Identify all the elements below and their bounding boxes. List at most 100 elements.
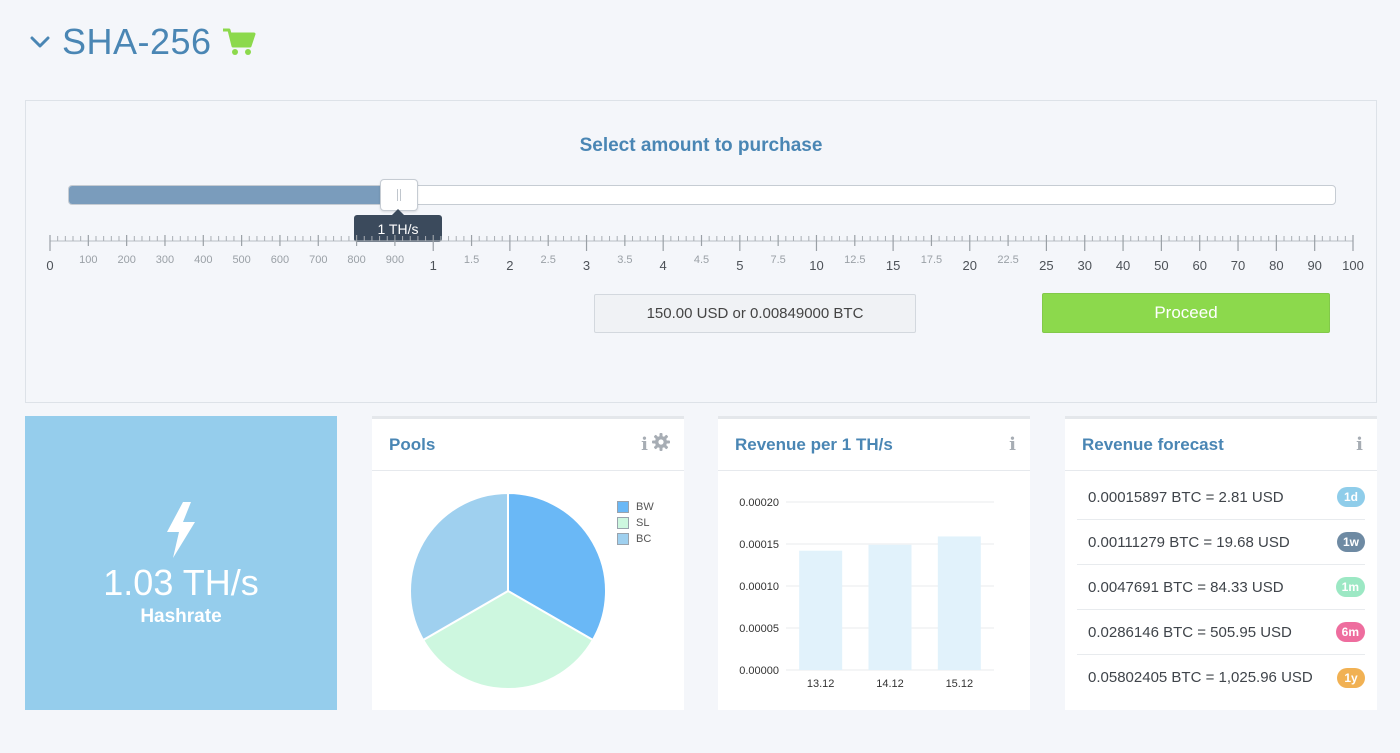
legend-item: BW <box>617 499 654 515</box>
purchase-panel: Select amount to purchase 1 TH/s 0 100 200… <box>25 100 1377 403</box>
info-icon[interactable]: i <box>1009 434 1016 455</box>
hashrate-label: Hashrate <box>140 606 222 627</box>
ruler-tick-label: 1 <box>430 258 437 273</box>
forecast-value: 0.0286146 BTC = 505.95 USD <box>1088 623 1292 641</box>
forecast-row: 0.0286146 BTC = 505.95 USD 6m <box>1077 610 1365 655</box>
ruler-tick-label: 15 <box>886 258 900 273</box>
ruler-tick-label: 7.5 <box>770 254 785 266</box>
y-tick-label: 0.00010 <box>739 581 779 593</box>
ruler-tick-label: 17.5 <box>921 254 942 266</box>
period-badge: 1w <box>1336 532 1365 552</box>
chevron-down-icon[interactable] <box>30 31 52 53</box>
forecast-row: 0.00111279 BTC = 19.68 USD 1w <box>1077 520 1365 565</box>
ruler-tick-label: 700 <box>309 254 327 266</box>
page-title: SHA-256 <box>62 21 212 62</box>
y-tick-label: 0.00000 <box>739 665 779 677</box>
ruler-tick-label: 4 <box>660 258 667 273</box>
ruler-tick-label: 2 <box>506 258 513 273</box>
price-display: 150.00 USD or 0.00849000 BTC <box>594 294 916 333</box>
period-badge: 1m <box>1335 577 1365 597</box>
ruler-tick-label: 20 <box>963 258 977 273</box>
y-tick-label: 0.00005 <box>739 623 779 635</box>
amount-ruler: 0 100 200 300 400 500 600 700 800 900 1 1.5 2 2.5 3 3.5… <box>46 235 1364 273</box>
ruler-tick-label: 25 <box>1039 258 1053 273</box>
ruler-tick-label: 300 <box>156 254 174 266</box>
x-tick-label: 13.12 <box>807 678 835 690</box>
forecast-value: 0.0047691 BTC = 84.33 USD <box>1088 578 1284 596</box>
ruler-tick-label: 5 <box>736 258 743 273</box>
ruler-tick-label: 30 <box>1078 258 1092 273</box>
forecast-row: 0.00015897 BTC = 2.81 USD 1d <box>1077 475 1365 520</box>
y-tick-label: 0.00015 <box>739 539 779 551</box>
pie-slice-bw <box>507 491 607 642</box>
pie-slice-bc <box>409 491 509 642</box>
slider-handle[interactable] <box>380 179 418 211</box>
ruler-tick-label: 100 <box>79 254 97 266</box>
pools-legend: BW SL BC <box>617 499 654 547</box>
ruler-tick-label: 900 <box>386 254 404 266</box>
proceed-button[interactable]: Proceed <box>1042 293 1330 333</box>
ruler-tick-label: 1.5 <box>464 254 479 266</box>
forecast-row: 0.0047691 BTC = 84.33 USD 1m <box>1077 565 1365 610</box>
x-tick-label: 15.12 <box>946 678 974 690</box>
ruler-tick-label: 22.5 <box>997 254 1018 266</box>
ruler-tick-label: 40 <box>1116 258 1130 273</box>
cart-icon[interactable] <box>222 27 256 57</box>
period-badge: 6m <box>1335 622 1365 642</box>
ruler-tick-label: 90 <box>1307 258 1321 273</box>
ruler-tick-label: 80 <box>1269 258 1283 273</box>
period-badge: 1d <box>1337 487 1365 507</box>
forecast-card: Revenue forecast i 0.00015897 BTC = 2.81… <box>1065 416 1377 710</box>
info-icon[interactable]: i <box>641 434 648 455</box>
legend-swatch <box>617 501 629 513</box>
slider-value-tooltip: 1 TH/s <box>354 209 442 242</box>
pie-slice-sl <box>421 589 595 690</box>
forecast-value: 0.00015897 BTC = 2.81 USD <box>1088 488 1284 506</box>
slider-fill <box>69 186 399 204</box>
pools-pie-chart <box>409 491 607 690</box>
legend-swatch <box>617 533 629 545</box>
forecast-row: 0.05802405 BTC = 1,025.96 USD 1y <box>1077 655 1365 700</box>
legend-label: BW <box>636 501 654 513</box>
info-icon[interactable]: i <box>1356 434 1363 455</box>
revenue-card: Revenue per 1 TH/s i 0.00000 0.00005 0.000… <box>718 416 1030 710</box>
ruler-tick-label: 4.5 <box>694 254 709 266</box>
x-tick-label: 14.12 <box>876 678 904 690</box>
bar-14.12 <box>868 544 912 670</box>
ruler-tick-label: 3.5 <box>617 254 632 266</box>
ruler-tick-label: 10 <box>809 258 823 273</box>
card-title: Revenue forecast <box>1082 434 1224 454</box>
purchase-title: Select amount to purchase <box>579 135 823 156</box>
hashrate-tile: 1.03 TH/s Hashrate <box>25 416 337 710</box>
lightning-icon <box>163 502 199 563</box>
card-title: Pools <box>389 434 436 454</box>
revenue-bar-chart: 0.00000 0.00005 0.00010 0.00015 0.00020 13.12… <box>739 497 994 690</box>
ruler-tick-label: 12.5 <box>844 254 865 266</box>
amount-slider[interactable] <box>68 179 1336 211</box>
pools-card: Pools i BW SL BC <box>372 416 684 710</box>
ruler-tick-label: 600 <box>271 254 289 266</box>
forecast-list: 0.00015897 BTC = 2.81 USD 1d 0.00111279 BT… <box>1065 471 1377 700</box>
period-badge: 1y <box>1337 667 1365 688</box>
bar-15.12 <box>937 536 981 670</box>
bar-13.12 <box>799 550 843 670</box>
card-header: Revenue forecast i <box>1065 419 1377 471</box>
gear-icon[interactable] <box>652 433 670 456</box>
legend-label: BC <box>636 533 652 545</box>
legend-item: BC <box>617 531 654 547</box>
ruler-tick-label: 60 <box>1192 258 1206 273</box>
ruler-tick-label: 100 <box>1342 258 1364 273</box>
y-tick-label: 0.00020 <box>739 497 779 509</box>
forecast-value: 0.00111279 BTC = 19.68 USD <box>1088 533 1290 551</box>
hashrate-value: 1.03 TH/s <box>103 562 259 603</box>
card-header: Revenue per 1 TH/s i <box>718 419 1030 471</box>
legend-label: SL <box>636 517 650 529</box>
ruler-tick-label: 2.5 <box>541 254 556 266</box>
forecast-value: 0.05802405 BTC = 1,025.96 USD <box>1088 669 1313 686</box>
ruler-tick-label: 400 <box>194 254 212 266</box>
ruler-tick-label: 50 <box>1154 258 1168 273</box>
card-header: Pools i <box>372 419 684 471</box>
card-title: Revenue per 1 TH/s <box>735 434 893 454</box>
page-header: SHA-256 <box>30 20 256 64</box>
legend-swatch <box>617 517 629 529</box>
